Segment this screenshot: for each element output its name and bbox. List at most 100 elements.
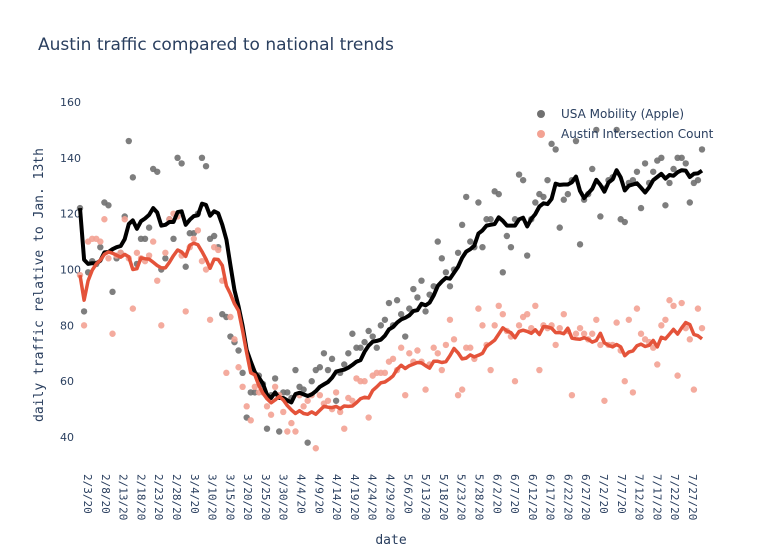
y-tick-label: 140: [60, 152, 81, 165]
data-point: [552, 146, 559, 153]
x-tick-label: 7/2/20: [597, 474, 610, 514]
data-point: [149, 238, 157, 245]
data-point: [666, 179, 673, 187]
data-point: [215, 246, 222, 254]
x-tick-label: 4/29/20: [384, 474, 397, 520]
data-point: [589, 165, 596, 173]
data-point: [682, 160, 689, 167]
data-point: [336, 408, 344, 416]
data-point: [235, 364, 242, 371]
y-tick-label: 100: [60, 264, 81, 277]
data-point: [450, 336, 458, 343]
data-point: [182, 263, 189, 270]
data-point: [442, 341, 450, 349]
x-tick-label: 7/7/20: [615, 474, 628, 514]
data-point: [560, 311, 567, 318]
data-point: [560, 196, 567, 203]
data-point: [190, 235, 198, 242]
data-point: [276, 428, 283, 435]
x-tick-label: 4/4/20: [295, 474, 308, 514]
data-point: [406, 350, 413, 357]
data-point: [694, 176, 702, 184]
data-point: [178, 160, 185, 167]
data-point: [637, 330, 645, 337]
data-point: [280, 408, 287, 416]
data-point: [629, 389, 637, 396]
data-point: [507, 243, 515, 251]
data-point: [556, 224, 563, 231]
data-point: [397, 344, 405, 351]
data-point: [650, 168, 657, 175]
x-tick-label: 3/30/20: [277, 474, 290, 520]
data-point: [633, 305, 641, 312]
data-point: [662, 202, 669, 209]
data-point: [454, 391, 462, 399]
data-point: [341, 361, 348, 368]
data-point: [621, 378, 628, 385]
x-tick-label: 5/13/20: [419, 474, 432, 520]
data-point: [662, 316, 669, 323]
legend[interactable]: USA Mobility (Apple) Austin Intersection …: [537, 107, 714, 141]
data-point: [491, 322, 498, 329]
data-point: [369, 333, 376, 340]
data-point: [332, 389, 340, 396]
data-point: [182, 308, 189, 315]
data-point: [194, 227, 202, 234]
data-point: [247, 417, 254, 424]
data-point: [170, 235, 177, 242]
data-point: [312, 445, 319, 452]
data-point: [397, 311, 405, 318]
data-point: [406, 305, 413, 312]
x-tick-label: 2/3/20: [81, 474, 94, 514]
data-point: [414, 294, 421, 301]
data-point: [154, 168, 161, 175]
data-point: [373, 344, 380, 351]
data-point: [324, 397, 332, 404]
x-tick-label: 6/22/20: [561, 474, 574, 520]
data-point: [332, 397, 340, 404]
x-axis-ticks: 2/3/20 2/8/20 2/13/20 2/18/20 2/23/20 2/28/20…: [81, 474, 699, 520]
legend-label: Austin Intersection Count: [561, 127, 714, 141]
data-point: [174, 154, 181, 162]
data-point: [97, 243, 104, 251]
x-tick-label: 3/15/20: [223, 474, 236, 520]
data-point: [446, 316, 454, 323]
data-point: [357, 344, 364, 351]
data-point: [80, 322, 88, 329]
data-point: [422, 308, 429, 315]
data-point: [536, 366, 543, 374]
data-point: [438, 255, 446, 262]
series-line: [78, 168, 704, 405]
data-point: [105, 255, 112, 262]
data-point: [251, 383, 259, 391]
data-point: [442, 269, 450, 276]
y-tick-label: 40: [60, 431, 74, 444]
data-point: [158, 322, 165, 329]
data-point: [341, 425, 348, 432]
data-point: [162, 249, 169, 256]
data-point: [129, 305, 137, 312]
legend-marker: [537, 110, 545, 118]
x-tick-label: 7/12/20: [633, 474, 646, 520]
data-point: [198, 154, 206, 162]
data-point: [162, 255, 169, 262]
data-point: [125, 137, 132, 145]
data-point: [446, 283, 454, 290]
data-point: [564, 190, 572, 198]
series-markers: [76, 126, 706, 452]
data-point: [434, 238, 441, 245]
legend-item[interactable]: USA Mobility (Apple): [537, 107, 684, 121]
data-point: [658, 154, 665, 162]
data-point: [576, 241, 584, 248]
data-point: [515, 171, 523, 178]
y-tick-label: 80: [60, 319, 74, 332]
data-point: [454, 249, 462, 256]
data-point: [499, 269, 506, 276]
data-point: [288, 419, 295, 427]
legend-item[interactable]: Austin Intersection Count: [537, 127, 714, 141]
data-point: [109, 288, 116, 296]
data-point: [328, 355, 336, 363]
data-point: [365, 327, 372, 335]
data-point: [686, 336, 694, 343]
data-point: [227, 313, 234, 321]
